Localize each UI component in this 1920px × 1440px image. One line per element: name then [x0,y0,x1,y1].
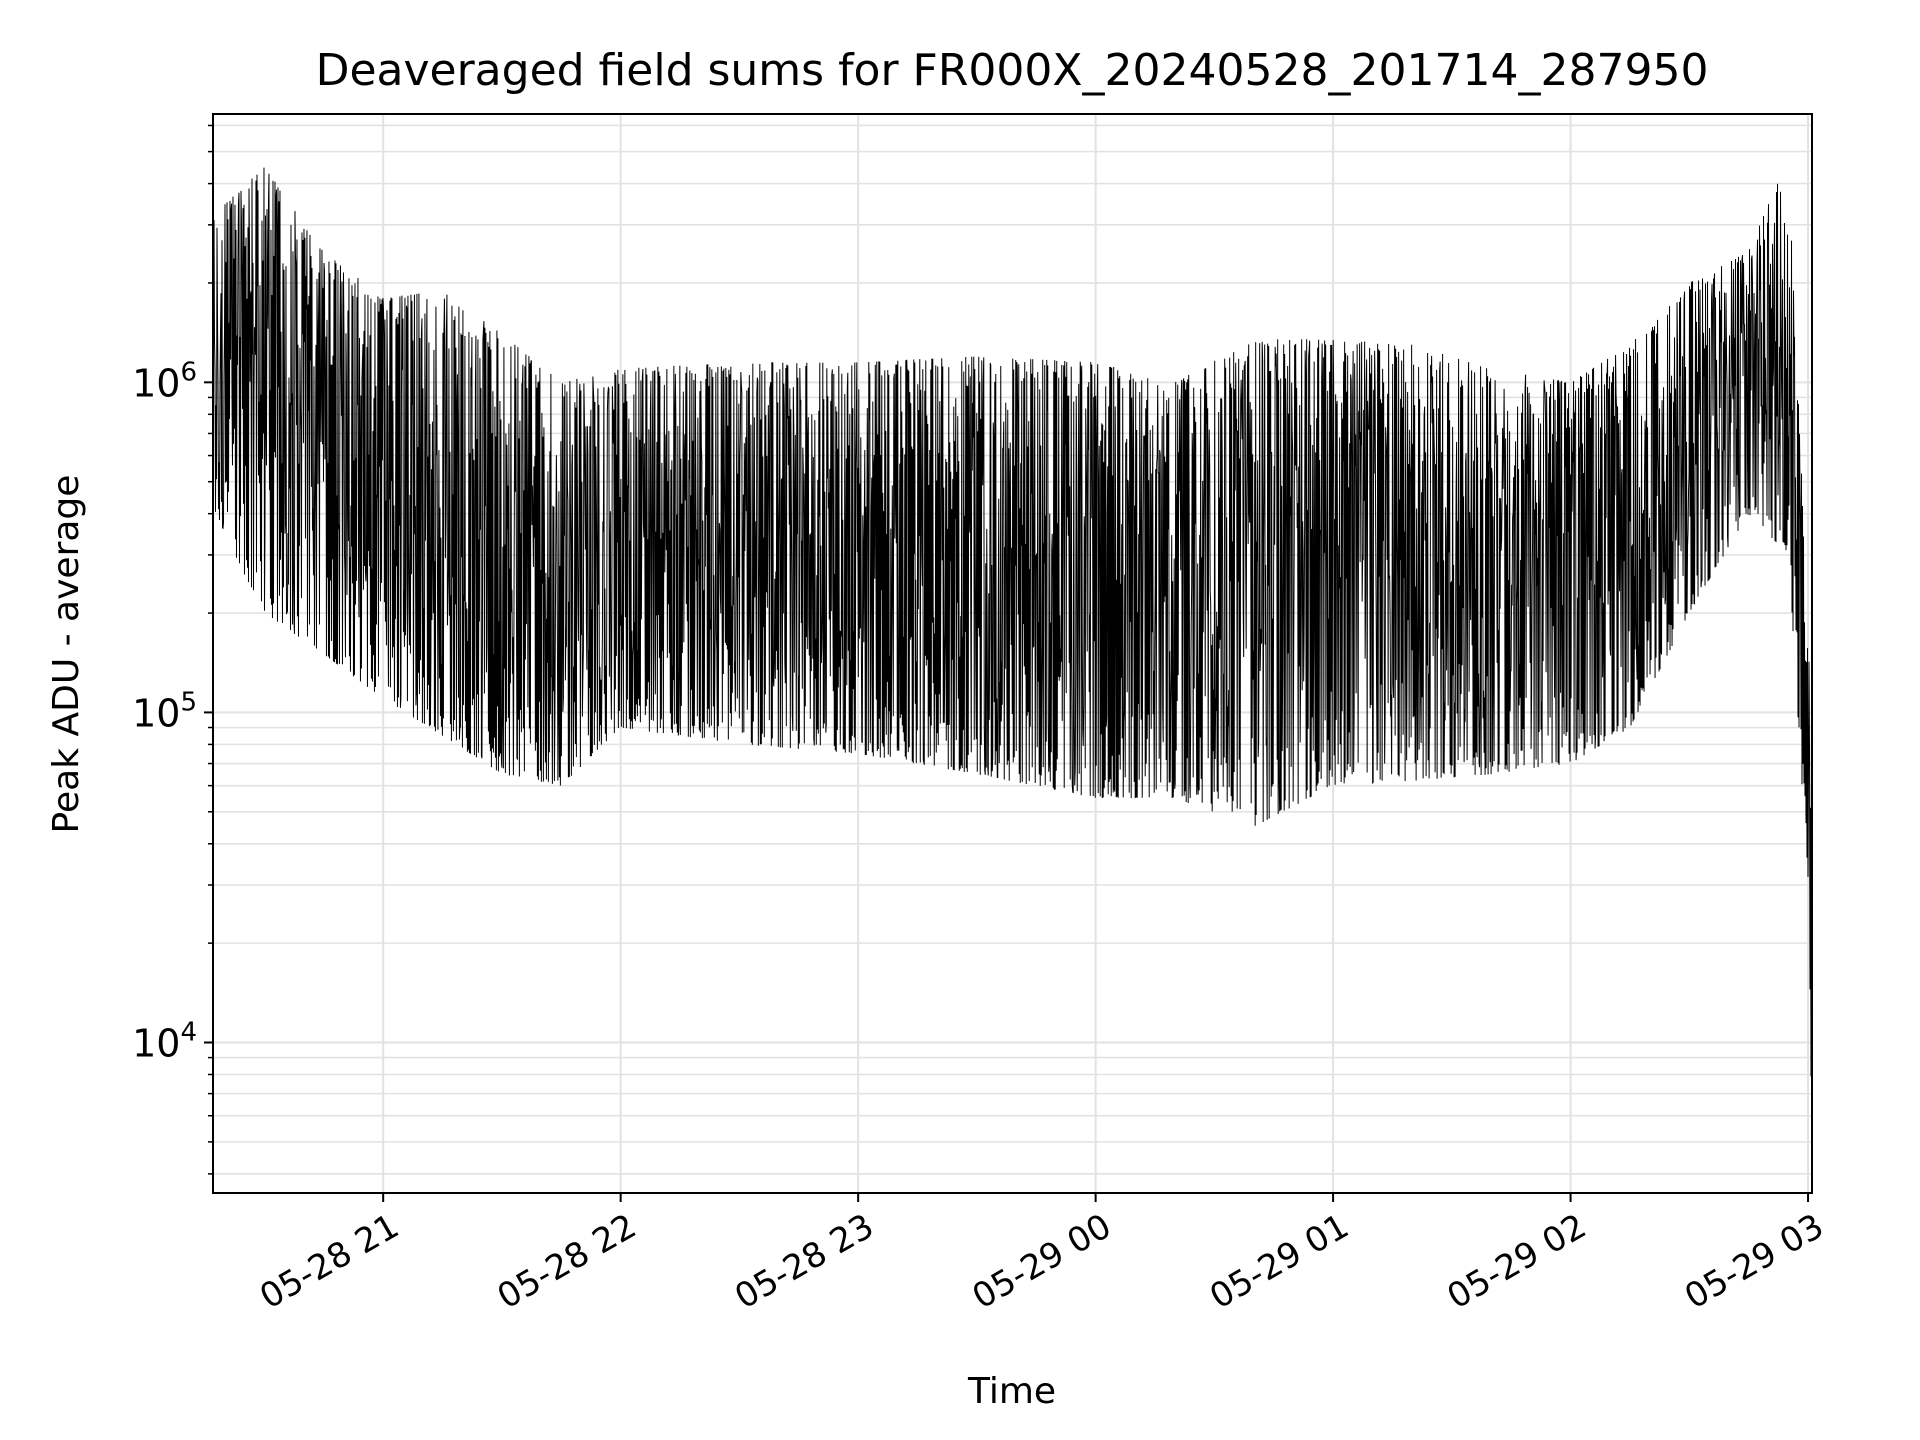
x-tick-label: 05-28 21 [253,1206,405,1317]
y-tick-label: 104 [132,1018,197,1066]
y-tick-label: 106 [132,357,197,405]
y-tick-label: 105 [132,687,197,735]
x-tick-label: 05-28 23 [728,1206,880,1317]
x-tick-label: 05-28 22 [491,1206,643,1317]
x-tick-label: 05-29 02 [1441,1206,1593,1317]
chart-title: Deaveraged field sums for FR000X_2024052… [316,45,1709,96]
series-line [212,167,1813,1122]
x-tick-label: 05-29 01 [1203,1206,1355,1317]
plot-frame [212,113,1813,1194]
x-axis-label: Time [967,1371,1056,1412]
x-tick-label: 05-29 00 [966,1206,1118,1317]
y-axis-label: Peak ADU - average [46,475,87,834]
x-tick-label: 05-29 03 [1678,1206,1830,1317]
